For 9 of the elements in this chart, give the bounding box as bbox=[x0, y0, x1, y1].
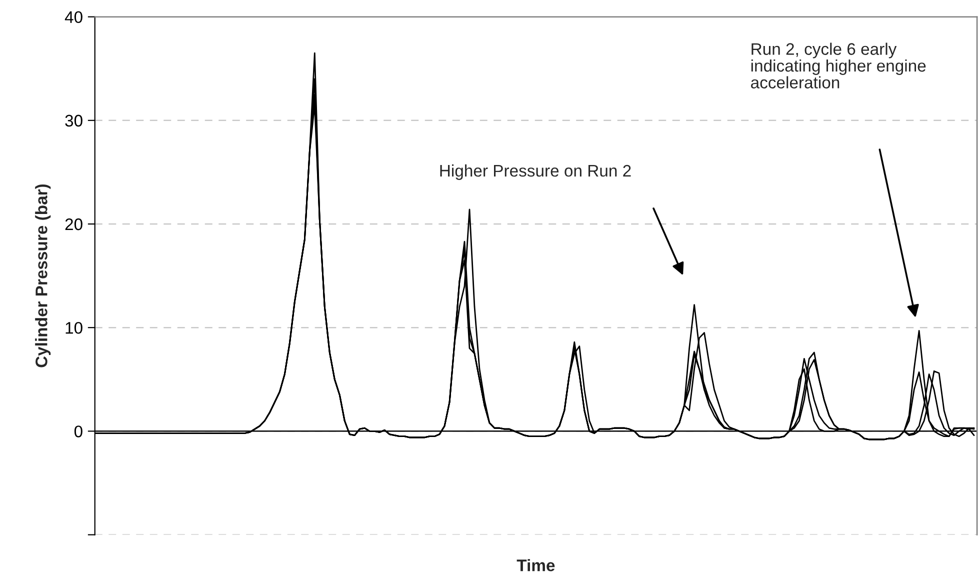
y-tick-label: 20 bbox=[65, 218, 82, 230]
annotation: Higher Pressure on Run 2 bbox=[440, 164, 631, 180]
y-tick-label: 10 bbox=[66, 322, 82, 334]
y-tick-label: 40 bbox=[64, 11, 82, 24]
y-axis-title: Cylinder Pressure (bar) bbox=[35, 184, 51, 368]
x-axis-title: Time bbox=[516, 559, 555, 572]
y-tick-label: 0 bbox=[74, 426, 82, 438]
annotation: Run 2, cycle 6 early indicating higher engine acceleration bbox=[751, 42, 926, 88]
y-tick-label: 30 bbox=[65, 114, 82, 127]
